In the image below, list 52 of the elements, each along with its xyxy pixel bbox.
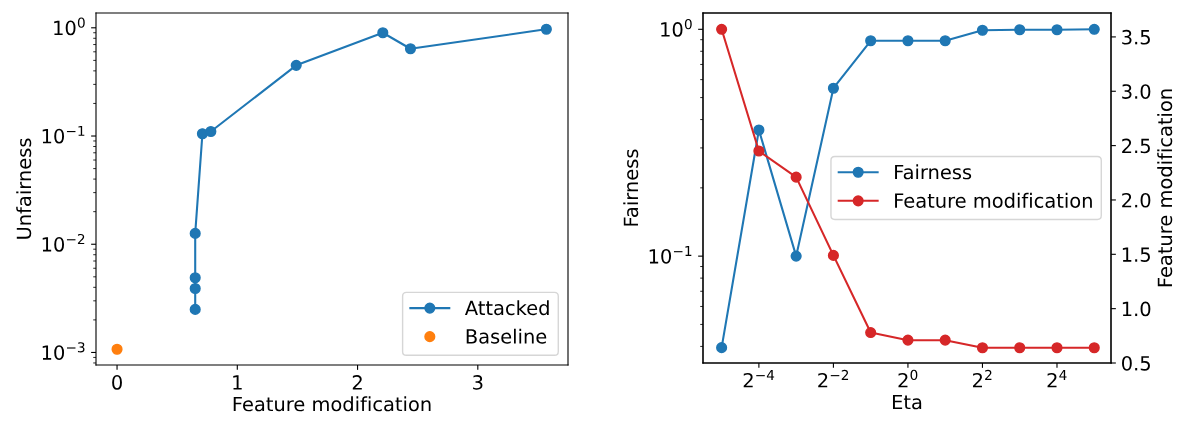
y2-tick-label: 3.0 [1122, 84, 1151, 99]
legend-label: Attacked [464, 300, 549, 316]
y2-tick-label: 1.0 [1122, 301, 1151, 317]
x-tick-label: 2$^{−4}$ [743, 370, 775, 388]
y-tick-label: 10$^{−2}$ [42, 233, 85, 252]
legend-label: Fairness [895, 164, 972, 180]
y2-tick-label: 3.5 [1122, 29, 1150, 45]
x-tick-label: 2$^{−2}$ [818, 369, 849, 388]
y2-tick-label: 0.5 [1122, 355, 1150, 371]
x-tick-label: 2$^{0}$ [898, 369, 918, 388]
point [377, 27, 389, 39]
y-tick-label: 10$^{−1}$ [42, 125, 85, 144]
y-axis-title: Fairness [623, 149, 639, 226]
y-tick-label: 10$^{0}$ [661, 19, 692, 37]
point [189, 272, 201, 284]
point [716, 342, 728, 354]
x-tick-label: 2$^{2}$ [973, 369, 992, 388]
y-tick-label: 10$^{−1}$ [649, 246, 692, 264]
y-tick-label: 10$^{−3}$ [42, 342, 85, 360]
y2-tick-label: 2.5 [1122, 138, 1150, 154]
point [1088, 23, 1100, 35]
point [1014, 24, 1026, 36]
point [790, 250, 802, 262]
point [1051, 24, 1063, 36]
y2-axis-title: Feature modification [1157, 89, 1173, 287]
legend-label: Baseline [466, 328, 547, 344]
point [865, 35, 877, 47]
y2-tick-label: 2.0 [1122, 192, 1151, 208]
point [404, 43, 417, 55]
point [939, 35, 951, 47]
x-tick-label: 0 [112, 375, 122, 390]
x-tick-label: 2$^{4}$ [1047, 370, 1067, 388]
y-axis-title: Unfairness [16, 138, 32, 239]
legend-label: Feature modification [895, 192, 1092, 208]
x-tick-label: 3 [473, 375, 483, 390]
point [189, 303, 201, 315]
x-tick-label: 1 [233, 375, 242, 390]
point [189, 282, 201, 295]
point [290, 59, 302, 71]
point [189, 227, 201, 239]
point [753, 124, 765, 136]
point [902, 35, 914, 47]
x-axis-title: Feature modification [233, 396, 431, 412]
point [111, 343, 123, 355]
point [205, 125, 217, 138]
x-tick-label: 2 [352, 375, 362, 390]
y-tick-label: 10$^{0}$ [54, 17, 85, 36]
x-axis-title: Eta [893, 394, 922, 410]
y2-tick-label: 1.5 [1122, 247, 1150, 262]
point [976, 24, 989, 36]
point [827, 82, 839, 94]
point [540, 23, 552, 35]
